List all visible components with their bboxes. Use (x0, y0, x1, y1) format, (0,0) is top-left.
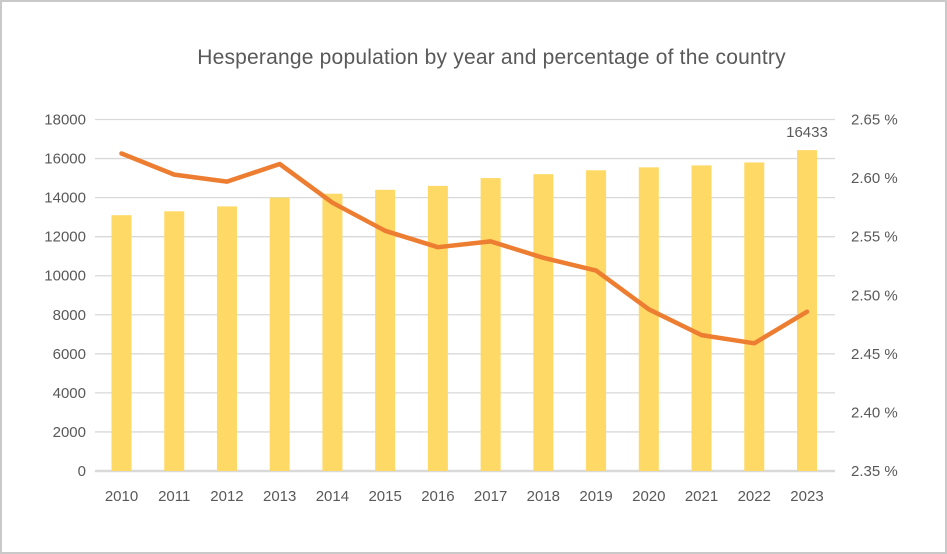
x-axis-tick-label: 2015 (368, 488, 401, 505)
x-axis-tick-label: 2016 (421, 488, 454, 505)
x-axis-tick-label: 2023 (790, 488, 823, 505)
percentage-line (119, 151, 810, 346)
population-bar-2019 (586, 170, 607, 471)
x-axis-tick-label: 2010 (105, 488, 138, 505)
left-axis-tick-label: 16000 (44, 151, 86, 168)
population-bar-2020 (638, 167, 659, 471)
left-axis-tick-label: 10000 (44, 268, 86, 285)
population-bar-2022 (744, 162, 765, 471)
chart-title: Hesperange population by year and percen… (197, 46, 786, 69)
x-axis-tick-label: 2022 (738, 488, 771, 505)
right-axis-tick-label: 2.50 % (851, 287, 898, 304)
left-axis-tick-label: 12000 (44, 229, 86, 246)
right-axis-tick-label: 2.55 % (851, 229, 898, 246)
right-axis-tick-label: 2.45 % (851, 346, 898, 363)
bar-value-label: 16433 (786, 124, 828, 141)
left-axis-tick-label: 18000 (44, 112, 86, 129)
x-axis-tick-label: 2011 (158, 488, 190, 505)
right-axis-tick-label: 2.35 % (851, 463, 898, 480)
left-axis-tick-label: 2000 (53, 424, 86, 441)
population-bar-2015 (375, 189, 396, 472)
right-axis-tick-label: 2.65 % (851, 112, 898, 129)
left-axis-tick-label: 8000 (53, 307, 86, 324)
population-bar-2012 (216, 206, 237, 471)
right-axis-tick-label: 2.40 % (851, 404, 898, 421)
population-bar-2016 (427, 185, 448, 471)
x-axis-tick-label: 2019 (579, 488, 612, 505)
population-bar-2021 (691, 165, 712, 472)
population-bar-2018 (533, 174, 554, 471)
population-bar-2010 (111, 215, 132, 471)
right-axis-tick-label: 2.60 % (851, 170, 898, 187)
population-bar-2013 (269, 197, 290, 471)
left-axis-tick-label: 14000 (44, 190, 86, 207)
x-axis-tick-label: 2017 (474, 488, 507, 505)
left-axis-tick-label: 0 (78, 463, 86, 480)
population-bar-2011 (164, 211, 185, 471)
population-bar-2017 (480, 178, 501, 472)
x-axis-tick-label: 2014 (316, 488, 349, 505)
population-bar-2014 (322, 193, 343, 471)
x-axis-tick-label: 2013 (263, 488, 296, 505)
x-axis-tick-label: 2012 (210, 488, 243, 505)
left-axis-tick-label: 6000 (53, 346, 86, 363)
x-axis-tick-label: 2020 (632, 488, 665, 505)
x-axis-tick-label: 2021 (685, 488, 718, 505)
x-axis-tick-label: 2018 (527, 488, 560, 505)
left-axis-tick-label: 4000 (53, 385, 86, 402)
